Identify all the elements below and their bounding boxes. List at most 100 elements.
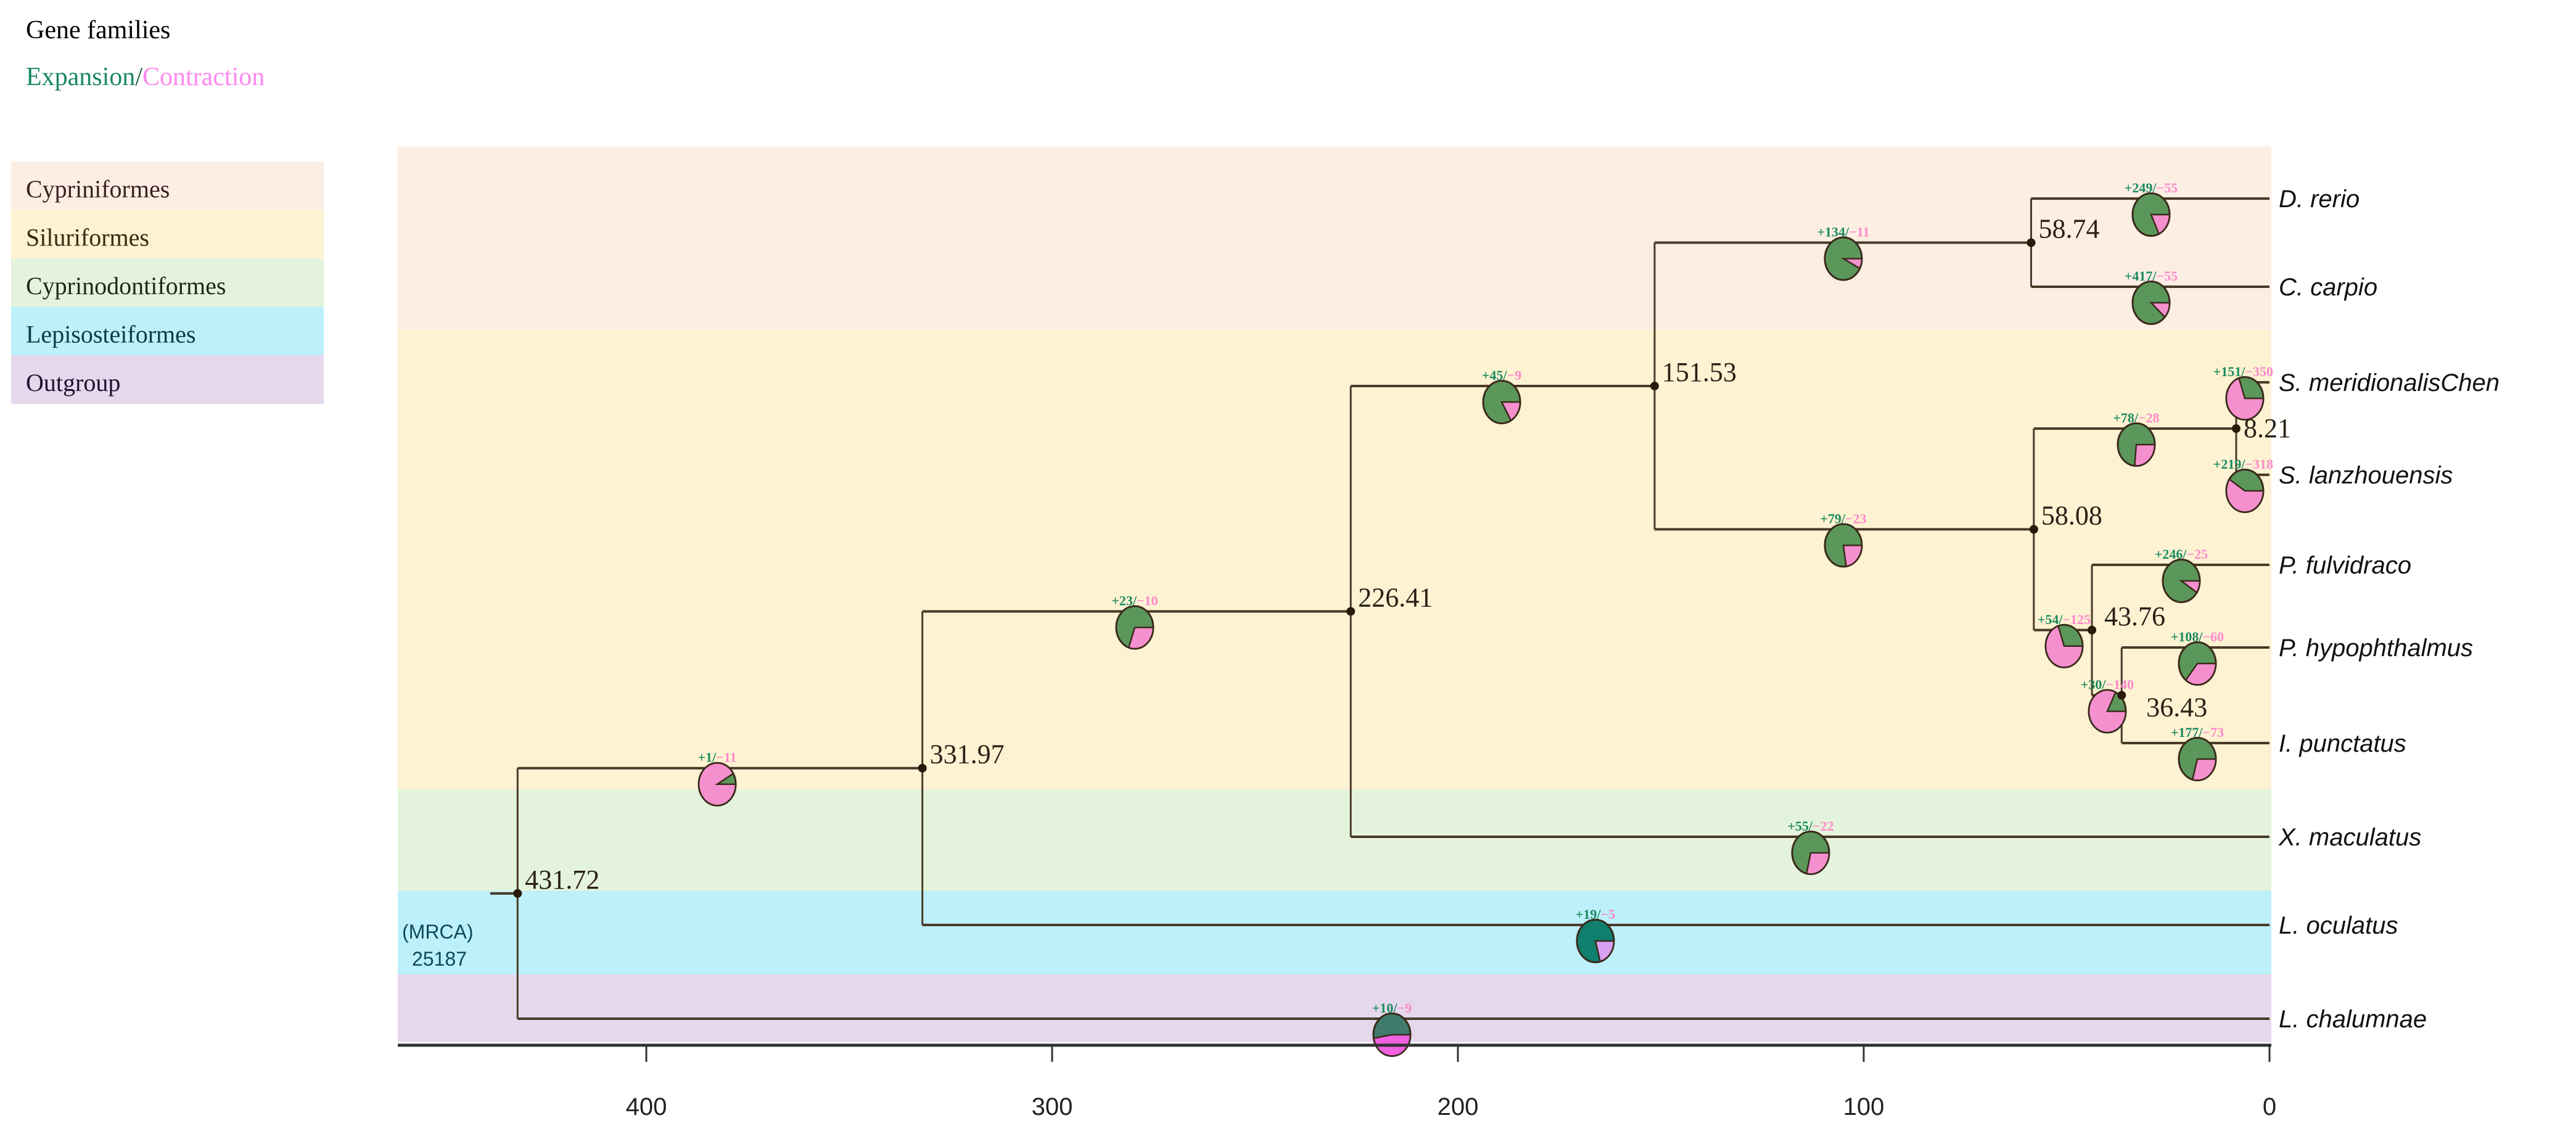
pie-l-chalumnae: +10/−9 (1372, 1000, 1412, 1057)
contraction-count: −11 (716, 750, 736, 765)
contraction-count: −73 (2203, 725, 2224, 740)
node-age-label: 58.74 (2038, 214, 2099, 244)
expansion-count: +10/ (1372, 1000, 1398, 1016)
pie-count-label: +219/−318 (2213, 456, 2273, 472)
tip-label: S. lanzhouensis (2279, 462, 2453, 489)
pie-node-58.74: +134/−11 (1817, 224, 1870, 281)
expansion-count: +78/ (2113, 410, 2139, 425)
contraction-count: −140 (2106, 677, 2134, 692)
legend-item-outgroup: Outgroup (26, 369, 120, 397)
tree: +1/−11+23/−10+45/−9+134/−11+249/−55+417/… (490, 180, 2500, 1057)
contraction-count: −25 (2187, 546, 2208, 562)
pie-contraction-slice (2179, 580, 2201, 594)
legend: Gene families Expansion/Contraction Cypr… (11, 16, 324, 404)
pie-count-label: +19/−5 (1576, 906, 1615, 922)
pies: +1/−11+23/−10+45/−9+134/−11+249/−55+417/… (697, 180, 2273, 1057)
pie-node-226.41: +23/−10 (1111, 593, 1158, 650)
contraction-count: −125 (2063, 612, 2091, 627)
expansion-count: +30/ (2081, 677, 2107, 692)
contraction-count: −28 (2138, 410, 2160, 425)
pie-count-label: +151/−350 (2213, 364, 2273, 379)
node-dot (1346, 607, 1356, 616)
expansion-count: +246/ (2155, 546, 2187, 562)
expansion-count: +249/ (2125, 180, 2157, 195)
tip-label: X. maculatus (2278, 824, 2421, 851)
pie-node-36.43: +30/−140 (2081, 677, 2134, 734)
expansion-count: +134/ (1817, 224, 1850, 240)
mrca-count: 25187 (412, 948, 467, 970)
pie-node-43.76: +54/−125 (2038, 612, 2091, 668)
pie-p-fulvidraco: +246/−25 (2155, 546, 2208, 603)
pie-contraction-slice (2150, 213, 2171, 236)
legend-separator: / (135, 63, 142, 91)
pie-contraction-slice (697, 762, 737, 807)
node-age-label: 58.08 (2041, 500, 2102, 530)
contraction-count: −55 (2157, 268, 2178, 284)
node-age-label: 151.53 (1662, 357, 1737, 387)
node-age-label: 43.76 (2104, 601, 2165, 631)
band-outgroup (398, 974, 2271, 1042)
pie-contraction-slice (2225, 478, 2265, 513)
contraction-count: −9 (1507, 368, 1522, 383)
pie-count-label: +134/−11 (1817, 224, 1870, 240)
contraction-count: −11 (1849, 224, 1869, 240)
pie-contraction-slice (1500, 401, 1521, 422)
node-dot (2027, 238, 2036, 247)
pie-count-label: +249/−55 (2125, 180, 2178, 195)
node-dot (2088, 625, 2097, 635)
band-cypriniformes (398, 146, 2271, 330)
legend-title: Gene families (26, 16, 170, 44)
node-dot (918, 763, 927, 773)
legend-expansion: Expansion (26, 63, 135, 91)
pie-p-hypophthalmus: +108/−60 (2171, 629, 2224, 686)
legend-item-cyprinodontiformes: Cyprinodontiformes (26, 272, 226, 300)
legend-item-siluriformes: Siluriformes (26, 224, 149, 252)
contraction-count: −318 (2245, 456, 2273, 472)
contraction-count: −60 (2203, 629, 2224, 644)
legend-item-lepisosteiformes: Lepisosteiformes (26, 321, 196, 348)
pie-contraction-slice (2133, 443, 2156, 467)
contraction-count: −22 (1813, 818, 1834, 834)
pie-node-58.08: +79/−23 (1820, 511, 1867, 568)
band-siluriformes (398, 330, 2271, 789)
expansion-count: +108/ (2171, 629, 2204, 644)
tip-label: L. chalumnae (2279, 1006, 2427, 1033)
legend-contraction: Contraction (142, 63, 265, 91)
expansion-count: +55/ (1787, 818, 1813, 834)
legend-groups: Cypriniformes Siluriformes Cyprinodontifor… (11, 162, 324, 404)
pie-count-label: +108/−60 (2171, 629, 2224, 644)
pie-contraction-slice (2225, 377, 2265, 421)
pie-count-label: +79/−23 (1820, 511, 1866, 526)
pie-count-label: +55/−22 (1787, 818, 1833, 834)
pie-count-label: +246/−25 (2155, 546, 2208, 562)
pie-c-carpio: +417/−55 (2125, 268, 2178, 325)
pie-count-label: +78/−28 (2113, 410, 2159, 425)
pie-x-maculatus: +55/−22 (1787, 818, 1834, 875)
pie-count-label: +30/−140 (2081, 677, 2134, 692)
contraction-count: −55 (2157, 180, 2178, 195)
pie-node-8.21: +78/−28 (2113, 410, 2160, 467)
time-axis: 400 300 200 100 0 (398, 1043, 2276, 1120)
legend-expansion-contraction: Expansion/Contraction (26, 63, 265, 91)
legend-swatch-outgroup (11, 355, 324, 404)
pie-contraction-slice (1840, 258, 1863, 270)
pie-contraction-slice (1127, 627, 1154, 650)
node-age-label: 36.43 (2146, 692, 2207, 723)
expansion-count: +23/ (1111, 593, 1137, 608)
node-age-label: 8.21 (2244, 413, 2291, 443)
legend-swatch-cypriniformes (11, 162, 324, 210)
contraction-count: −10 (1137, 593, 1158, 608)
tip-label: P. hypophthalmus (2279, 635, 2473, 662)
contraction-count: −9 (1397, 1000, 1412, 1016)
legend-swatch-lepisosteiformes (11, 306, 324, 356)
expansion-count: +19/ (1576, 906, 1602, 922)
pie-node-331.97: +1/−11 (697, 750, 737, 807)
expansion-count: +54/ (2038, 612, 2064, 627)
axis-tick-label: 200 (1438, 1093, 1479, 1120)
expansion-count: +1/ (698, 750, 717, 765)
node-age-label: 431.72 (525, 865, 599, 895)
legend-swatch-cyprinodontiformes (11, 258, 324, 307)
expansion-count: +417/ (2125, 268, 2157, 284)
pie-node-151.53: +45/−9 (1482, 368, 1521, 424)
